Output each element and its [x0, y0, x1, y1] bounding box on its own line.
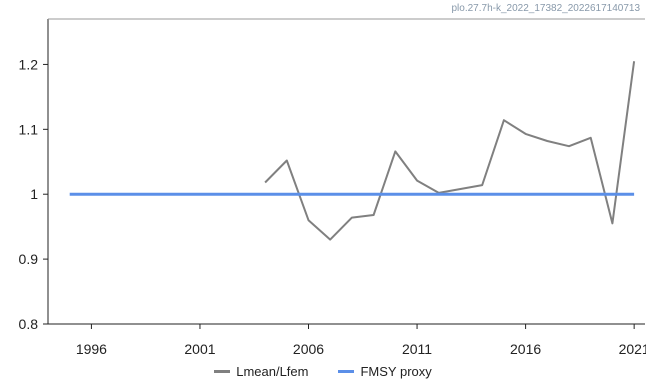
x-tick-label: 2021: [619, 341, 646, 357]
x-tick-label: 2006: [293, 341, 324, 357]
y-tick-label: 0.9: [19, 251, 39, 267]
legend-label-fmsy: FMSY proxy: [360, 364, 432, 379]
x-tick-label: 1996: [76, 341, 107, 357]
y-tick-label: 1.1: [19, 121, 39, 137]
legend-swatch-lmean: [214, 370, 231, 373]
legend-swatch-fmsy: [338, 370, 355, 373]
y-tick-label: 0.8: [19, 316, 39, 332]
legend-label-lmean: Lmean/Lfem: [236, 364, 309, 379]
chart-watermark: plo.27.7h-k_2022_17382_2022617140713: [451, 3, 640, 14]
x-tick-label: 2016: [510, 341, 541, 357]
y-tick-label: 1: [30, 186, 38, 202]
legend-item-fmsy: FMSY proxy: [338, 364, 432, 379]
legend-item-lmean: Lmean/Lfem: [214, 364, 308, 379]
y-tick-label: 1.2: [19, 56, 39, 72]
series-line-lmean: [264, 61, 636, 241]
x-tick-label: 2001: [184, 341, 215, 357]
chart-legend: Lmean/Lfem FMSY proxy: [0, 364, 646, 379]
x-tick-label: 2011: [402, 341, 432, 357]
